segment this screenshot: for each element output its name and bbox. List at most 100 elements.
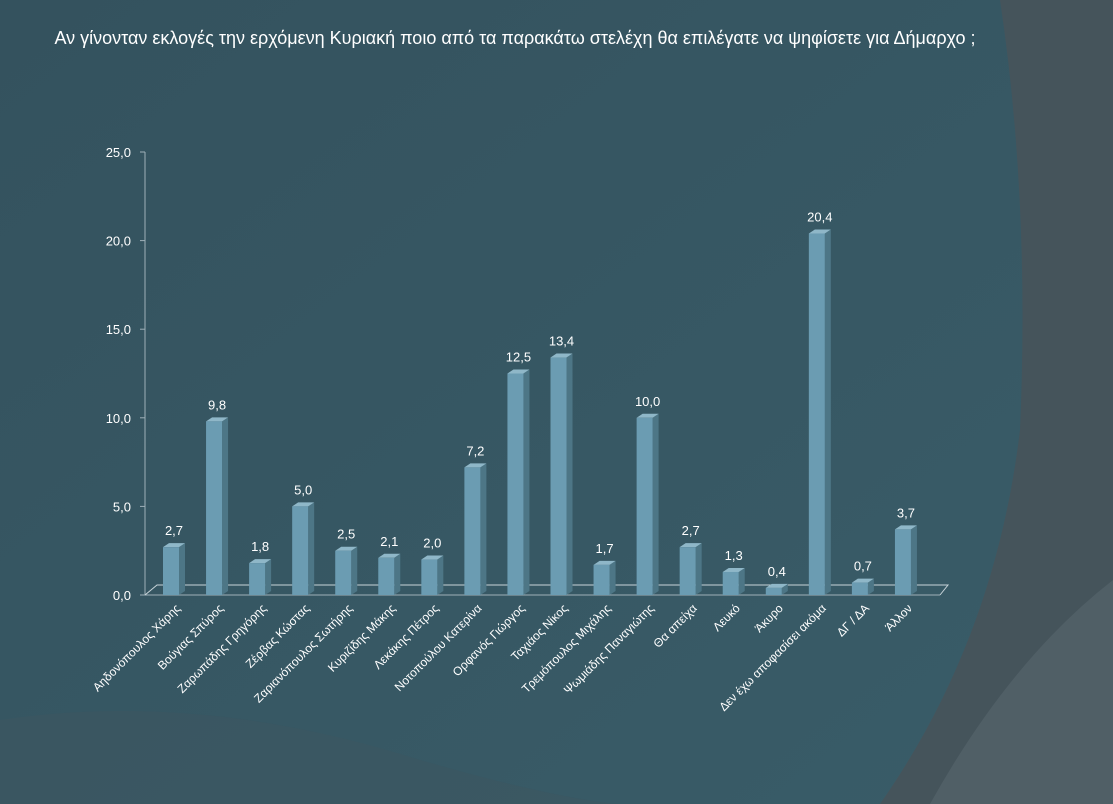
bar-side bbox=[910, 525, 917, 595]
bar bbox=[249, 559, 272, 595]
value-label: 7,2 bbox=[466, 443, 484, 458]
value-labels: 2,7 9,8 1,8 5,0 2,5 2,1 2,0 7,2 12,5 13,4 1,7 10,0 2… bbox=[165, 210, 915, 579]
bar-top bbox=[722, 567, 745, 572]
chart-title: Αν γίνονταν εκλογές την ερχόμενη Κυριακή… bbox=[54, 28, 976, 48]
value-label: 3,7 bbox=[897, 505, 915, 520]
bar-face bbox=[464, 467, 481, 595]
value-label: 9,8 bbox=[208, 397, 226, 412]
bar-side bbox=[265, 559, 272, 595]
bar-face bbox=[507, 373, 524, 595]
bar bbox=[507, 369, 530, 595]
value-label: 12,5 bbox=[506, 350, 531, 365]
bar-top bbox=[464, 463, 487, 468]
bar-face bbox=[636, 417, 653, 595]
bar-face bbox=[421, 559, 438, 595]
bar-side bbox=[867, 578, 874, 595]
category-label: Λευκό bbox=[710, 601, 743, 634]
category-label: Θα απείχα bbox=[650, 601, 699, 650]
y-tick-label: 15,0 bbox=[106, 322, 131, 337]
bar-top bbox=[894, 525, 917, 530]
bar-top bbox=[421, 555, 444, 560]
bar-top bbox=[808, 229, 831, 234]
bar-side bbox=[566, 353, 573, 595]
bar-face bbox=[679, 547, 696, 595]
bar bbox=[636, 413, 659, 595]
bar-top bbox=[550, 353, 573, 358]
bar-top bbox=[249, 559, 272, 564]
value-label: 10,0 bbox=[635, 394, 660, 409]
bar bbox=[378, 553, 401, 595]
bar-face bbox=[378, 557, 395, 595]
value-label: 1,8 bbox=[251, 539, 269, 554]
value-label: 1,3 bbox=[725, 548, 743, 563]
bar-side bbox=[308, 502, 315, 595]
bar-top bbox=[292, 502, 315, 507]
bar-face bbox=[550, 357, 567, 595]
bar-face bbox=[249, 563, 266, 595]
bar-top bbox=[378, 553, 401, 558]
bar bbox=[421, 555, 444, 595]
bar bbox=[808, 229, 831, 595]
value-label: 13,4 bbox=[549, 334, 574, 349]
bar-top bbox=[593, 560, 616, 565]
bar-top bbox=[206, 417, 229, 422]
bar-side bbox=[695, 543, 702, 595]
bar-top bbox=[851, 578, 874, 583]
bar-side bbox=[437, 555, 444, 595]
y-tick-label: 20,0 bbox=[106, 234, 131, 249]
bar-side bbox=[652, 413, 659, 595]
bar-face bbox=[851, 582, 868, 595]
value-label: 2,7 bbox=[682, 523, 700, 538]
value-label: 2,1 bbox=[380, 534, 398, 549]
bar-side bbox=[824, 229, 831, 595]
bar-side bbox=[351, 546, 358, 595]
bar-side bbox=[609, 560, 616, 595]
bar-top bbox=[507, 369, 530, 374]
bar bbox=[335, 546, 358, 595]
value-label: 5,0 bbox=[294, 482, 312, 497]
bar bbox=[722, 567, 745, 595]
category-label: Ορφανός Γιώργος bbox=[450, 601, 528, 679]
bar bbox=[550, 353, 573, 595]
bar bbox=[765, 583, 788, 595]
bar-face bbox=[593, 564, 610, 595]
bar-face bbox=[335, 550, 352, 595]
bar-face bbox=[765, 587, 782, 595]
value-label: 2,0 bbox=[423, 536, 441, 551]
bar-face bbox=[163, 547, 179, 595]
bar-face bbox=[206, 421, 223, 595]
value-label: 2,7 bbox=[165, 523, 183, 538]
bar-side bbox=[179, 543, 185, 595]
bar-top bbox=[636, 413, 659, 418]
bar bbox=[206, 417, 229, 595]
category-label: Άκυρο bbox=[752, 601, 786, 635]
bar bbox=[679, 543, 702, 595]
y-tick-label: 5,0 bbox=[113, 499, 131, 514]
bar bbox=[894, 525, 917, 595]
bar bbox=[464, 463, 487, 595]
value-label: 1,7 bbox=[596, 541, 614, 556]
bar-side bbox=[394, 553, 401, 595]
value-label: 0,4 bbox=[768, 564, 786, 579]
background-arc-inner bbox=[0, 711, 620, 804]
category-label: Άλλον bbox=[882, 601, 915, 634]
bar-top bbox=[765, 583, 788, 588]
category-label: ΔΓ / ΔΑ bbox=[834, 601, 872, 639]
bar bbox=[593, 560, 616, 595]
y-tick-label: 10,0 bbox=[106, 411, 131, 426]
value-label: 2,5 bbox=[337, 527, 355, 542]
y-tick-label: 25,0 bbox=[106, 145, 131, 160]
chart-bars bbox=[163, 229, 917, 595]
bar-top bbox=[679, 543, 702, 548]
bar-side bbox=[523, 369, 530, 595]
bar bbox=[163, 543, 185, 595]
value-label: 0,7 bbox=[854, 559, 872, 574]
bar bbox=[851, 578, 874, 595]
bar-top bbox=[163, 543, 185, 548]
bar-face bbox=[894, 529, 911, 595]
bar-face bbox=[722, 571, 739, 595]
background-arc bbox=[930, 580, 1113, 804]
